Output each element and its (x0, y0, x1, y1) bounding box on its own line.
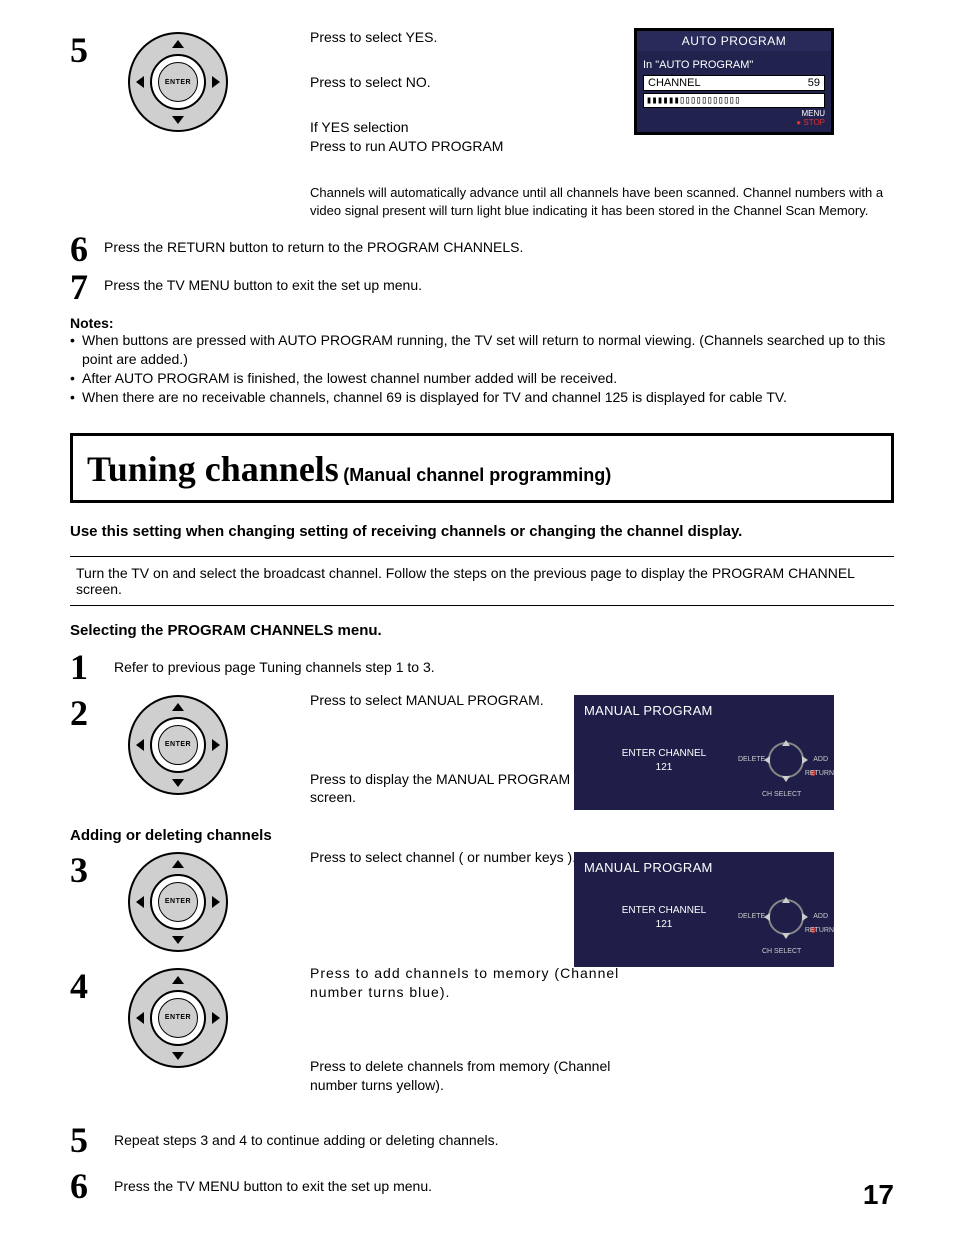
section-header: Tuning channels (Manual channel programm… (70, 433, 894, 503)
step-number: 7 (70, 269, 104, 305)
tuning-step-6: 6 Press the TV MENU button to exit the s… (70, 1168, 894, 1204)
step-text: Repeat steps 3 and 4 to continue adding … (114, 1122, 894, 1148)
screen-title: MANUAL PROGRAM (574, 695, 834, 722)
enter-channel-label: ENTER CHANNEL (582, 904, 746, 918)
step-5: 5 ENTER Press to select YES. Press to se… (70, 28, 894, 178)
delete-label: DELETE (738, 913, 765, 920)
use-setting-heading: Use this setting when changing setting o… (70, 521, 894, 542)
enter-button: ENTER (158, 882, 198, 922)
delete-label: DELETE (738, 756, 765, 763)
step-6: 6 Press the RETURN button to return to t… (70, 231, 894, 267)
tuning-step-5: 5 Repeat steps 3 and 4 to continue addin… (70, 1122, 894, 1158)
step-number: 6 (70, 1168, 114, 1204)
right-arrow-icon (212, 1012, 220, 1024)
up-arrow-icon (172, 976, 184, 984)
step-number: 4 (70, 964, 110, 1004)
down-arrow-icon (172, 779, 184, 787)
step-number: 6 (70, 231, 104, 267)
menu-label: MENU (801, 109, 825, 118)
section-subtitle: (Manual channel programming) (343, 465, 611, 485)
left-arrow-icon (136, 739, 144, 751)
control-pad: ENTER (110, 691, 250, 801)
action-line: Press to add channels to memory (Channel… (310, 964, 620, 1002)
control-pad: ENTER (110, 964, 250, 1074)
notes-header: Notes: (70, 315, 894, 331)
run-autoprogram-text: Press to run AUTO PROGRAM (310, 137, 894, 156)
channel-number: 121 (582, 918, 746, 932)
ch-select-label: CH SELECT (762, 791, 801, 798)
control-pad: ENTER (110, 28, 250, 138)
action-line: Press to display the MANUAL PROGRAM scre… (310, 770, 610, 808)
manual-program-screen: MANUAL PROGRAM ENTER CHANNEL 121 DELETE … (574, 852, 834, 967)
page-number: 17 (863, 1179, 894, 1211)
dpad-icon: DELETE ADD RETURN CH SELECT (746, 726, 826, 796)
right-arrow-icon (212, 76, 220, 88)
return-label: RETURN (805, 770, 834, 777)
note-item: After AUTO PROGRAM is finished, the lowe… (70, 369, 894, 388)
section-title: Tuning channels (87, 449, 339, 489)
enter-button: ENTER (158, 62, 198, 102)
step-text: Press the RETURN button to return to the… (104, 231, 894, 255)
note-item: When there are no receivable channels, c… (70, 388, 894, 407)
enter-channel-label: ENTER CHANNEL (582, 747, 746, 761)
step-text: Refer to previous page Tuning channels s… (114, 649, 894, 675)
left-arrow-icon (136, 76, 144, 88)
step-text: Press the TV MENU button to exit the set… (104, 269, 894, 293)
return-label: RETURN (805, 927, 834, 934)
note-item: When buttons are pressed with AUTO PROGR… (70, 331, 894, 369)
step-number: 5 (70, 1122, 114, 1158)
channel-number: 121 (582, 761, 746, 775)
down-arrow-icon (172, 1052, 184, 1060)
channel-number: 59 (808, 77, 820, 89)
ch-select-label: CH SELECT (762, 948, 801, 955)
in-auto-program-label: In "AUTO PROGRAM" (643, 59, 825, 71)
auto-program-screen: AUTO PROGRAM In "AUTO PROGRAM" CHANNEL 5… (634, 28, 834, 135)
action-line: Press to select MANUAL PROGRAM. (310, 691, 610, 710)
tuning-step-2: 2 ENTER Press to select MANUAL PROGRAM. … (70, 691, 894, 811)
step-number: 1 (70, 649, 114, 685)
screen-title: MANUAL PROGRAM (574, 852, 834, 879)
down-arrow-icon (172, 116, 184, 124)
step-number: 2 (70, 691, 110, 731)
channel-label: CHANNEL (648, 77, 701, 89)
intro-text: Turn the TV on and select the broadcast … (70, 556, 894, 606)
step-number: 5 (70, 28, 110, 68)
tuning-step-4: 4 ENTER Press to add channels to memory … (70, 964, 894, 1114)
progress-bar: ▮▮▮▮▮▮▯▯▯▯▯▯▯▯▯▯▯ (643, 93, 825, 108)
step-7: 7 Press the TV MENU button to exit the s… (70, 269, 894, 305)
left-arrow-icon (136, 1012, 144, 1024)
stop-label: STOP (803, 118, 825, 127)
manual-program-screen: MANUAL PROGRAM ENTER CHANNEL 121 DELETE … (574, 695, 834, 810)
step-number: 3 (70, 848, 110, 888)
auto-program-note: Channels will automatically advance unti… (310, 184, 894, 219)
control-pad: ENTER (110, 848, 250, 958)
notes-section: Notes: When buttons are pressed with AUT… (70, 315, 894, 407)
left-arrow-icon (136, 896, 144, 908)
add-label: ADD (813, 913, 828, 920)
adding-heading: Adding or deleting channels (70, 825, 894, 846)
action-line: Press to select channel ( or number keys… (310, 848, 576, 867)
enter-button: ENTER (158, 998, 198, 1038)
step-text: Press the TV MENU button to exit the set… (114, 1168, 894, 1194)
action-line: Press to delete channels from memory (Ch… (310, 1057, 620, 1095)
enter-button: ENTER (158, 725, 198, 765)
tuning-step-1: 1 Refer to previous page Tuning channels… (70, 649, 894, 685)
right-arrow-icon (212, 896, 220, 908)
up-arrow-icon (172, 703, 184, 711)
add-label: ADD (813, 756, 828, 763)
dpad-icon: DELETE ADD RETURN CH SELECT (746, 883, 826, 953)
screen-title: AUTO PROGRAM (637, 31, 831, 51)
tuning-step-3: 3 ENTER Press to select channel ( or num… (70, 848, 894, 958)
right-arrow-icon (212, 739, 220, 751)
down-arrow-icon (172, 936, 184, 944)
up-arrow-icon (172, 40, 184, 48)
up-arrow-icon (172, 860, 184, 868)
selecting-heading: Selecting the PROGRAM CHANNELS menu. (70, 620, 894, 641)
